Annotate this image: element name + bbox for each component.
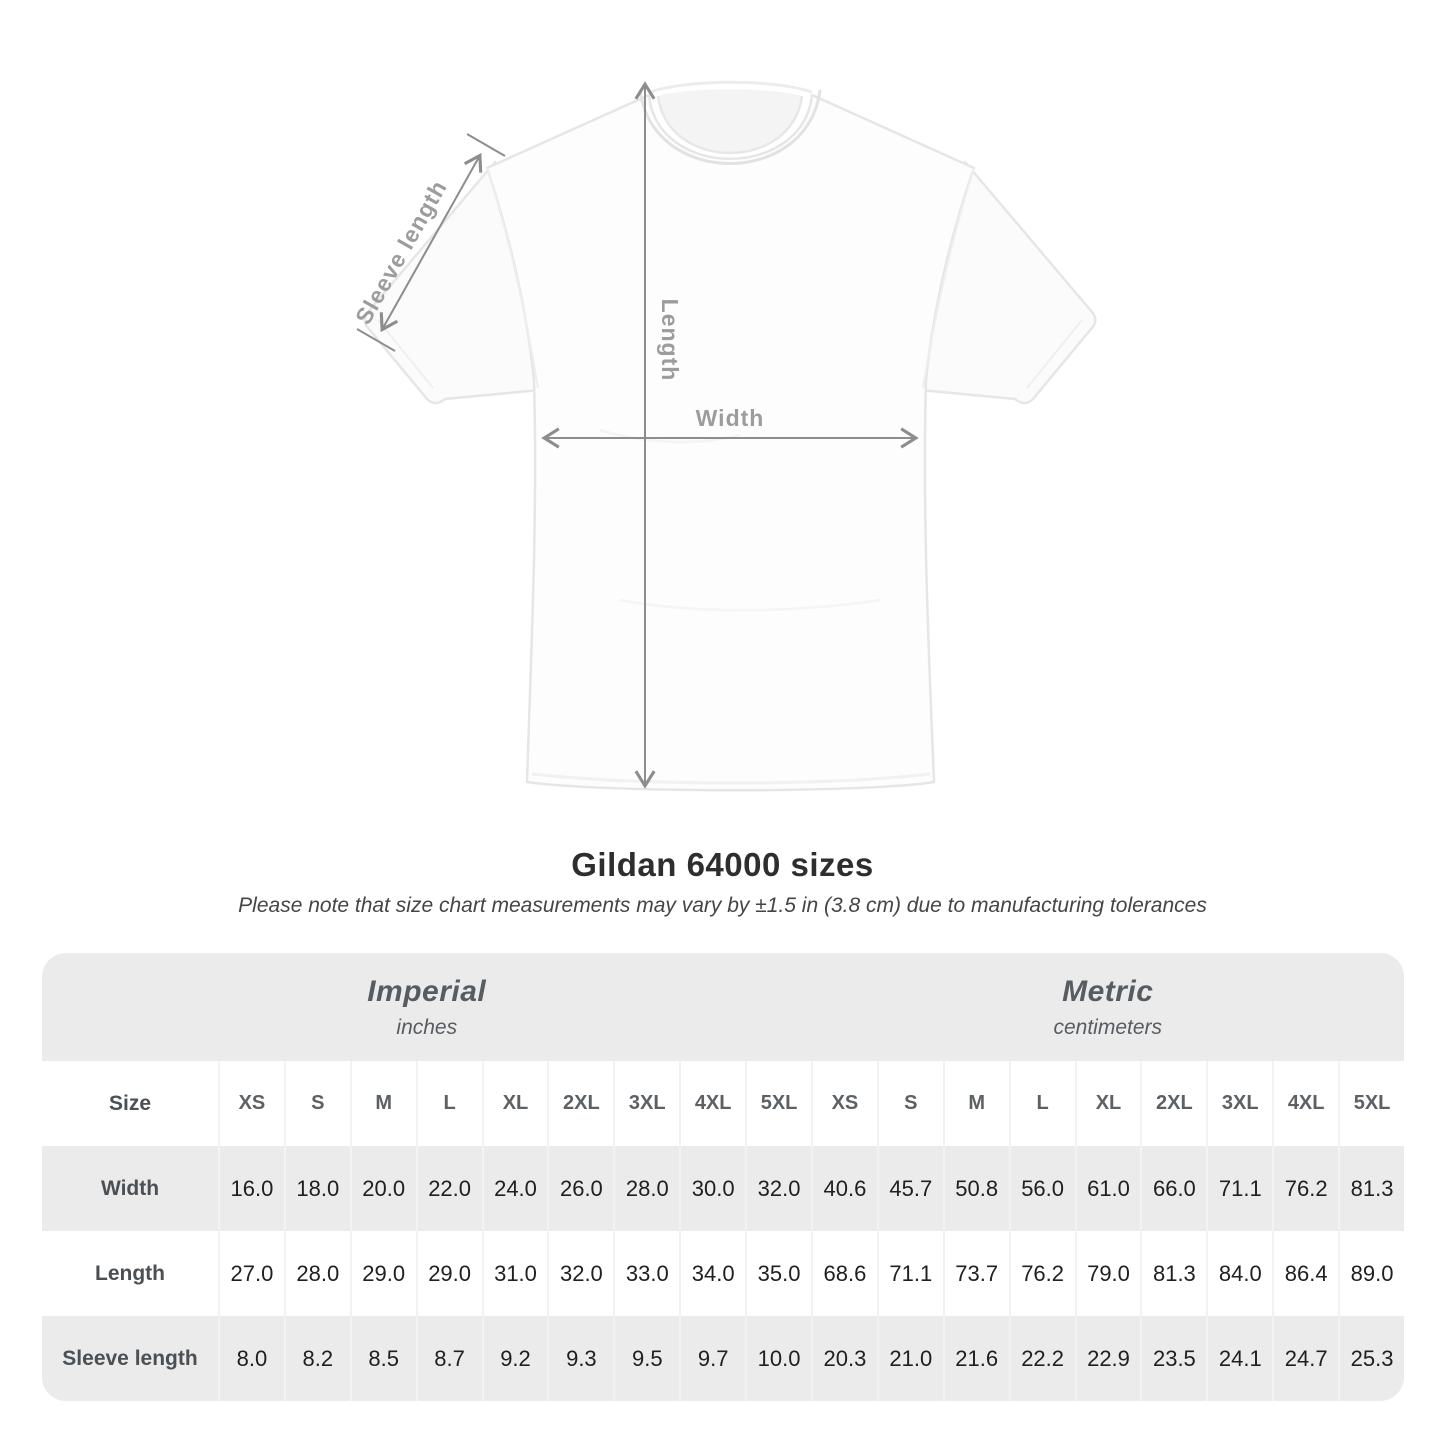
cell-value: 76.2 (1274, 1146, 1339, 1231)
column-header-imperial-3xl: 3XL (615, 1061, 680, 1146)
width-label: Width (696, 405, 765, 431)
cell-value: 45.7 (878, 1146, 943, 1231)
cell-value: 24.7 (1274, 1316, 1339, 1401)
cell-value: 16.0 (220, 1146, 284, 1231)
cell-value: 24.1 (1208, 1316, 1273, 1401)
cell-value: 28.0 (615, 1146, 680, 1231)
section-title-metric: Metric (1062, 974, 1154, 1008)
column-header-metric-3xl: 3XL (1208, 1061, 1273, 1146)
cell-value: 73.7 (944, 1231, 1009, 1316)
cell-value: 89.0 (1340, 1231, 1404, 1316)
cell-value: 26.0 (549, 1146, 614, 1231)
column-header-metric-l: L (1010, 1061, 1075, 1146)
table-header-band: Imperial inches Metric centimeters (42, 953, 1404, 1061)
column-header-imperial-s: S (285, 1061, 350, 1146)
cell-value: 34.0 (681, 1231, 746, 1316)
cell-value: 76.2 (1010, 1231, 1075, 1316)
cell-value: 86.4 (1274, 1231, 1339, 1316)
cell-value: 29.0 (417, 1231, 482, 1316)
tshirt-measurement-diagram: Width Length Sleeve length (350, 80, 1097, 792)
cell-value: 28.0 (285, 1231, 350, 1316)
column-header-imperial-l: L (417, 1061, 482, 1146)
cell-value: 22.2 (1010, 1316, 1075, 1401)
measurement-arrows (356, 81, 919, 789)
cell-value: 81.3 (1142, 1231, 1207, 1316)
cell-value: 9.3 (549, 1316, 614, 1401)
column-header-metric-5xl: 5XL (1340, 1061, 1404, 1146)
row-label-width: Width (42, 1146, 218, 1231)
cell-value: 35.0 (747, 1231, 811, 1316)
cell-value: 33.0 (615, 1231, 680, 1316)
section-metric: Metric centimeters (812, 953, 1404, 1061)
column-header-imperial-xs: XS (220, 1061, 284, 1146)
column-header-metric-xs: XS (813, 1061, 877, 1146)
cell-value: 8.5 (351, 1316, 416, 1401)
cell-value: 20.3 (813, 1316, 877, 1401)
section-imperial: Imperial inches (42, 953, 812, 1061)
cell-value: 9.7 (681, 1316, 746, 1401)
cell-value: 79.0 (1076, 1231, 1141, 1316)
cell-value: 50.8 (944, 1146, 1009, 1231)
cell-value: 22.9 (1076, 1316, 1141, 1401)
column-header-imperial-xl: XL (483, 1061, 548, 1146)
cell-value: 68.6 (813, 1231, 877, 1316)
section-title-imperial: Imperial (367, 974, 487, 1008)
size-header-cell: Size (42, 1061, 218, 1146)
cell-value: 31.0 (483, 1231, 548, 1316)
cell-value: 24.0 (483, 1146, 548, 1231)
cell-value: 32.0 (549, 1231, 614, 1316)
cell-value: 81.3 (1340, 1146, 1404, 1231)
cell-value: 66.0 (1142, 1146, 1207, 1231)
cell-value: 8.2 (285, 1316, 350, 1401)
cell-value: 32.0 (747, 1146, 811, 1231)
column-header-metric-2xl: 2XL (1142, 1061, 1207, 1146)
cell-value: 10.0 (747, 1316, 811, 1401)
cell-value: 61.0 (1076, 1146, 1141, 1231)
column-header-imperial-5xl: 5XL (747, 1061, 811, 1146)
cell-value: 27.0 (220, 1231, 284, 1316)
length-label: Length (657, 299, 683, 382)
cell-value: 9.5 (615, 1316, 680, 1401)
cell-value: 9.2 (483, 1316, 548, 1401)
row-label-length: Length (42, 1231, 218, 1316)
cell-value: 71.1 (1208, 1146, 1273, 1231)
cell-value: 25.3 (1340, 1316, 1404, 1401)
page-title: Gildan 64000 sizes (571, 846, 874, 883)
cell-value: 21.0 (878, 1316, 943, 1401)
section-unit-imperial: inches (396, 1015, 458, 1039)
cell-value: 8.0 (220, 1316, 284, 1401)
sleeve-tick-top (466, 133, 506, 157)
cell-value: 84.0 (1208, 1231, 1273, 1316)
column-header-metric-m: M (944, 1061, 1009, 1146)
section-unit-metric: centimeters (1053, 1015, 1163, 1039)
cell-value: 21.6 (944, 1316, 1009, 1401)
sleeve-tick-bottom (356, 328, 396, 352)
column-header-imperial-m: M (351, 1061, 416, 1146)
column-header-metric-xl: XL (1076, 1061, 1141, 1146)
cell-value: 8.7 (417, 1316, 482, 1401)
cell-value: 40.6 (813, 1146, 877, 1231)
cell-value: 20.0 (351, 1146, 416, 1231)
cell-value: 18.0 (285, 1146, 350, 1231)
cell-value: 22.0 (417, 1146, 482, 1231)
tshirt-image (363, 80, 1097, 792)
sleeve-length-arrow (379, 152, 483, 333)
tolerance-note: Please note that size chart measurements… (238, 894, 1207, 917)
row-label-sleeve-length: Sleeve length (42, 1316, 218, 1401)
cell-value: 23.5 (1142, 1316, 1207, 1401)
cell-value: 29.0 (351, 1231, 416, 1316)
column-header-metric-s: S (878, 1061, 943, 1146)
cell-value: 56.0 (1010, 1146, 1075, 1231)
column-header-metric-4xl: 4XL (1274, 1061, 1339, 1146)
column-header-imperial-2xl: 2XL (549, 1061, 614, 1146)
cell-value: 71.1 (878, 1231, 943, 1316)
cell-value: 30.0 (681, 1146, 746, 1231)
column-header-imperial-4xl: 4XL (681, 1061, 746, 1146)
size-chart-table: Imperial inches Metric centimeters Size X… (42, 953, 1404, 1401)
